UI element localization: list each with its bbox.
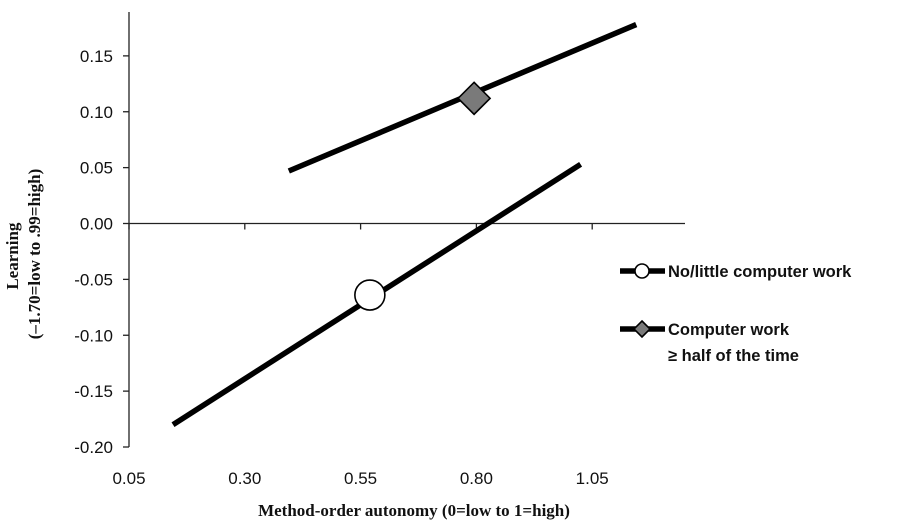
legend-marker-1 — [634, 263, 650, 279]
y-tick-label: -0.05 — [74, 270, 113, 289]
y-axis-title-line-2: (–1.70=low to .99=high) — [25, 169, 44, 340]
x-tick-label: 0.80 — [460, 469, 493, 488]
axes — [128, 12, 685, 447]
y-tick-label: 0.10 — [80, 103, 113, 122]
legend-marker-2 — [632, 319, 652, 339]
y-tick-label: -0.20 — [74, 438, 113, 457]
x-tick-label: 0.30 — [228, 469, 261, 488]
y-axis-title-line-1: Learning — [3, 222, 22, 290]
y-axis-title: Learning (–1.70=low to .99=high) — [3, 169, 44, 340]
legend: No/little computer work Computer work ≥ ha… — [620, 263, 852, 365]
y-tick-label: 0.05 — [80, 159, 113, 178]
x-tick-label: 0.05 — [112, 469, 145, 488]
legend-label-line: Computer work — [668, 321, 790, 339]
y-tick-label: 0.00 — [80, 215, 113, 234]
y-tick-label: -0.10 — [74, 326, 113, 345]
x-axis-title: Method-order autonomy (0=low to 1=high) — [258, 501, 570, 520]
series-marker-1 — [354, 279, 386, 311]
x-tick-label: 1.05 — [576, 469, 609, 488]
series-group — [171, 22, 638, 427]
series-marker-2 — [456, 81, 492, 116]
y-tick-label: 0.15 — [80, 47, 113, 66]
legend-label-1: No/little computer work — [668, 263, 852, 281]
legend-label-line: No/little computer work — [668, 263, 852, 281]
ticks: 0.15 0.10 0.05 0.00 -0.05 -0.10 -0.15 -0.20 0.05… — [74, 47, 608, 488]
legend-label-2: Computer work ≥ half of the time — [668, 321, 799, 365]
y-tick-label: -0.15 — [74, 382, 113, 401]
x-tick-label: 0.55 — [344, 469, 377, 488]
legend-label-line: ≥ half of the time — [668, 347, 799, 365]
